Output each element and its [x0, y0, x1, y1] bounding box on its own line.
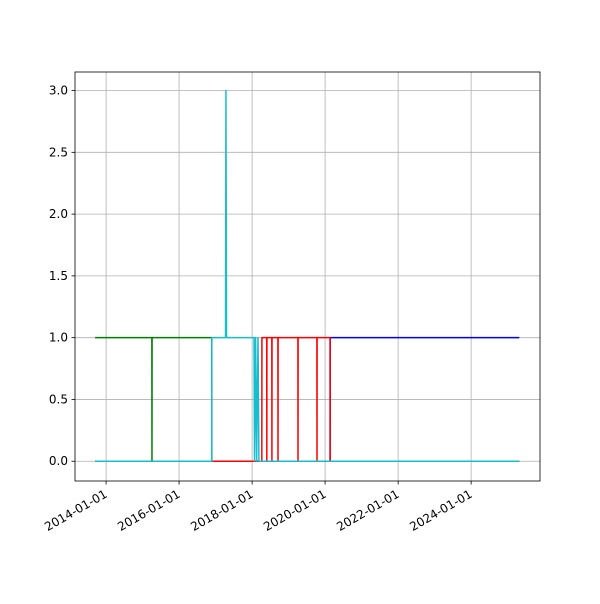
y-tick-label: 1.0: [49, 331, 68, 345]
y-tick-label: 1.5: [49, 269, 68, 283]
plot-frame: [74, 71, 541, 482]
y-tick-label: 2.0: [49, 207, 68, 221]
data-line: [95, 89, 520, 462]
y-tick-label: 0.0: [49, 454, 68, 468]
y-tick-label: 3.0: [49, 84, 68, 98]
y-tick-label: 0.5: [49, 392, 68, 406]
y-tick-label: 2.5: [49, 145, 68, 159]
